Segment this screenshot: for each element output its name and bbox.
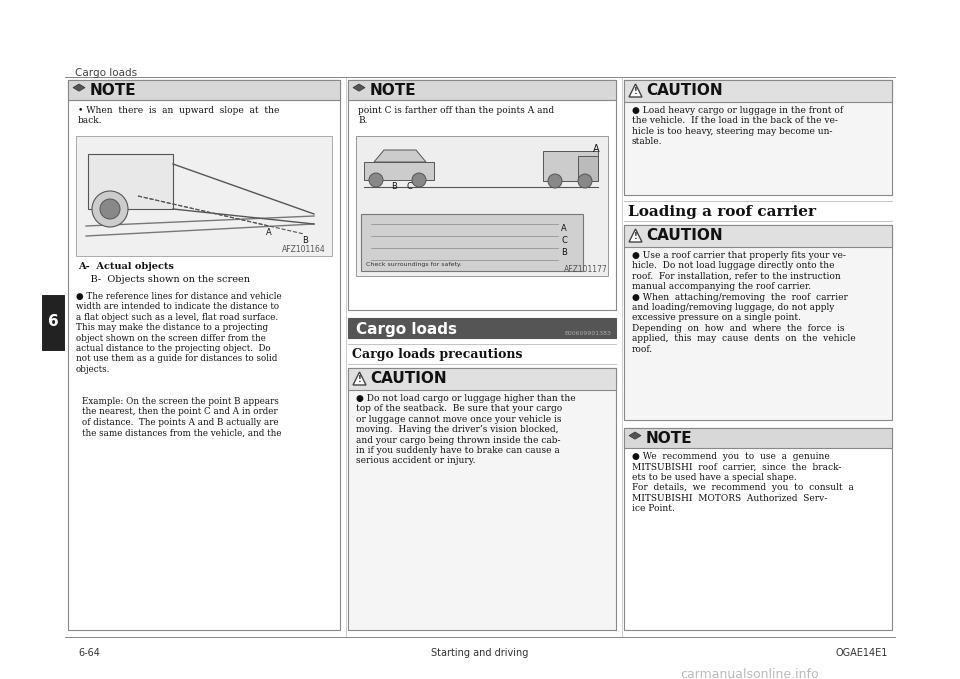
Text: ● The reference lines for distance and vehicle
width are intended to indicate th: ● The reference lines for distance and v…: [76, 292, 281, 374]
Text: Cargo loads precautions: Cargo loads precautions: [352, 348, 522, 361]
Circle shape: [412, 173, 426, 187]
Text: A-  Actual objects: A- Actual objects: [78, 262, 174, 271]
Text: ● We  recommend  you  to  use  a  genuine
MITSUBISHI  roof  carrier,  since  the: ● We recommend you to use a genuine MITS…: [632, 452, 853, 513]
Polygon shape: [353, 372, 366, 385]
Text: Cargo loads: Cargo loads: [75, 68, 137, 78]
Text: AFZ101177: AFZ101177: [564, 265, 608, 274]
Text: Starting and driving: Starting and driving: [431, 648, 529, 658]
Bar: [624, 225, 892, 247]
Text: 6: 6: [48, 314, 59, 329]
Text: ● Use a roof carrier that properly fits your ve-
hicle.  Do not load luggage dir: ● Use a roof carrier that properly fits …: [632, 251, 855, 354]
Text: AFZ101164: AFZ101164: [282, 245, 326, 254]
Bar: [348, 80, 616, 310]
Text: NOTE: NOTE: [90, 83, 136, 98]
Bar: [356, 136, 608, 276]
Bar: [578, 156, 598, 181]
Circle shape: [548, 174, 562, 188]
Text: A: A: [266, 228, 272, 237]
Bar: [624, 80, 892, 102]
Text: B-  Objects shown on the screen: B- Objects shown on the screen: [78, 275, 250, 284]
Text: carmanualsonline.info: carmanualsonline.info: [680, 668, 819, 679]
Bar: [68, 80, 340, 630]
Text: ● Do not load cargo or luggage higher than the
top of the seatback.  Be sure tha: ● Do not load cargo or luggage higher th…: [356, 394, 576, 465]
Bar: [42, 295, 64, 350]
Polygon shape: [629, 432, 641, 439]
Bar: [348, 80, 616, 100]
Text: CAUTION: CAUTION: [370, 371, 446, 386]
Text: A: A: [593, 144, 600, 154]
Text: Example: On the screen the point B appears
the nearest, then the point C and A i: Example: On the screen the point B appea…: [82, 397, 281, 437]
Text: !: !: [634, 88, 637, 96]
Polygon shape: [629, 229, 642, 242]
Text: • When  there  is  an  upward  slope  at  the
back.: • When there is an upward slope at the b…: [78, 106, 279, 126]
Text: Cargo loads: Cargo loads: [356, 322, 457, 337]
Text: CAUTION: CAUTION: [646, 83, 723, 98]
Text: !: !: [634, 232, 637, 241]
Circle shape: [369, 173, 383, 187]
Bar: [348, 368, 616, 390]
Bar: [361, 214, 583, 271]
Text: C: C: [561, 236, 566, 245]
Polygon shape: [629, 84, 642, 97]
Text: B: B: [302, 236, 308, 245]
Bar: [624, 428, 892, 630]
Text: CAUTION: CAUTION: [646, 228, 723, 243]
Text: OGAE14E1: OGAE14E1: [835, 648, 888, 658]
Polygon shape: [353, 84, 365, 91]
Bar: [88, 154, 173, 209]
Text: Check surroundings for safety.: Check surroundings for safety.: [366, 262, 462, 267]
Bar: [624, 225, 892, 420]
Bar: [364, 162, 434, 180]
Bar: [348, 318, 616, 338]
Circle shape: [92, 191, 128, 227]
Text: A: A: [561, 224, 566, 233]
Text: Loading a roof carrier: Loading a roof carrier: [628, 205, 816, 219]
Text: ● Load heavy cargo or luggage in the front of
the vehicle.  If the load in the b: ● Load heavy cargo or luggage in the fro…: [632, 106, 843, 146]
Polygon shape: [374, 150, 426, 162]
Text: C: C: [406, 182, 412, 191]
Text: B: B: [561, 248, 566, 257]
Text: 6-64: 6-64: [78, 648, 100, 658]
Bar: [76, 136, 332, 256]
Polygon shape: [73, 84, 85, 91]
Text: NOTE: NOTE: [370, 83, 417, 98]
Text: E00609901383: E00609901383: [564, 331, 611, 336]
Circle shape: [100, 199, 120, 219]
Bar: [348, 368, 616, 630]
Text: point C is farther off than the points A and
B.: point C is farther off than the points A…: [358, 106, 554, 126]
Text: NOTE: NOTE: [646, 431, 692, 446]
Text: B: B: [391, 182, 396, 191]
Bar: [624, 428, 892, 448]
Bar: [543, 151, 598, 181]
Bar: [68, 80, 340, 100]
Text: !: !: [357, 375, 361, 384]
Bar: [624, 80, 892, 195]
Circle shape: [578, 174, 592, 188]
